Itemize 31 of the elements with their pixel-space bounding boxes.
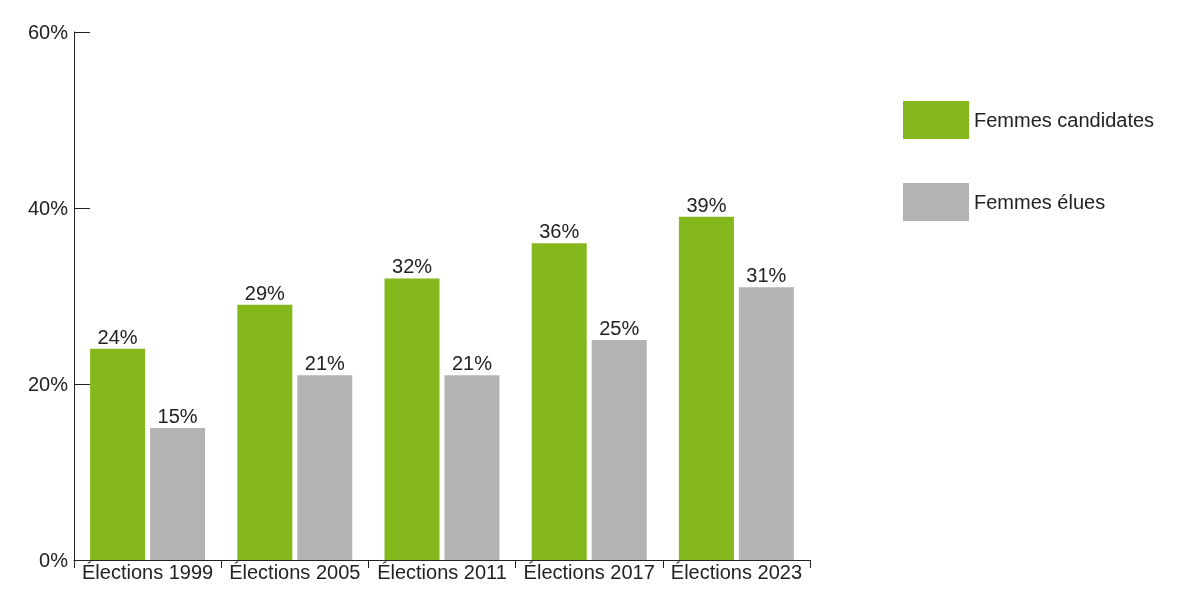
- data-label: 24%: [97, 325, 138, 348]
- data-label: 21%: [304, 352, 346, 375]
- bar: [444, 375, 500, 560]
- data-label: 32%: [392, 255, 433, 278]
- bar: [90, 348, 146, 560]
- data-label: 25%: [599, 317, 640, 339]
- data-label: 21%: [451, 352, 493, 375]
- x-tick-label: Élections 2017: [523, 561, 655, 583]
- bar: [150, 428, 206, 560]
- legend-label: Femmes candidates: [974, 109, 1155, 131]
- x-tick-label: Élections 2005: [229, 561, 361, 583]
- data-label: 29%: [244, 281, 286, 304]
- bar: [591, 340, 647, 560]
- data-label: 15%: [157, 405, 198, 427]
- x-tick-label: Élections 1999: [82, 561, 214, 583]
- legend-label: Femmes élues: [974, 191, 1106, 213]
- bar: [531, 243, 587, 560]
- bar: [678, 216, 734, 560]
- y-tick-label: 40%: [27, 197, 69, 219]
- y-tick-label: 20%: [27, 373, 69, 395]
- data-label: 31%: [746, 264, 787, 287]
- y-tick-label: 60%: [27, 21, 69, 43]
- bar: [384, 278, 440, 560]
- bar: [297, 375, 353, 560]
- data-label: 36%: [539, 220, 580, 243]
- bar: [738, 287, 794, 560]
- y-tick-label: 0%: [39, 549, 69, 571]
- x-tick-label: Élections 2011: [377, 561, 507, 583]
- x-tick-label: Élections 2023: [670, 561, 802, 583]
- bar: [237, 304, 293, 560]
- data-label: 39%: [686, 193, 727, 216]
